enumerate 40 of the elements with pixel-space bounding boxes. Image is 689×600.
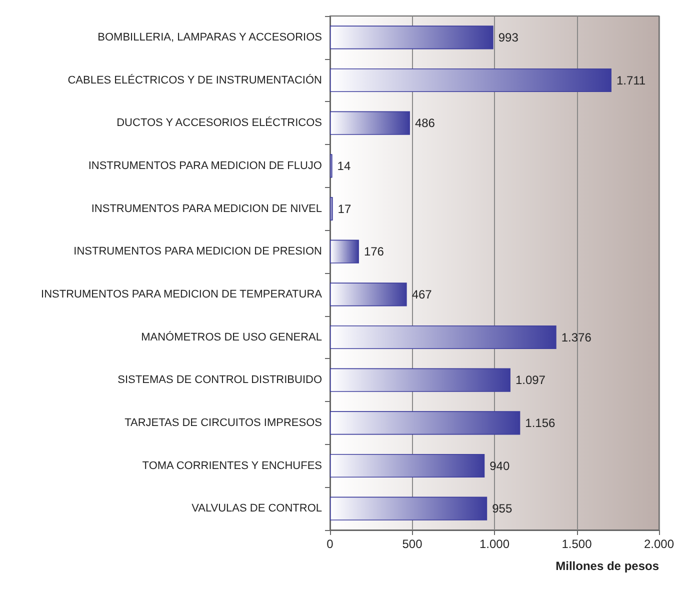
x-tick-label: 1.000 [479, 537, 510, 551]
data-label: 993 [498, 30, 519, 44]
bar [330, 111, 410, 135]
bar [330, 26, 494, 50]
data-label: 1.711 [616, 73, 646, 88]
bar [330, 325, 556, 350]
y-tick-label: INSTRUMENTOS PARA MEDICION DE PRESION [74, 246, 322, 258]
y-tick-label: INSTRUMENTOS PARA MEDICION DE TEMPERATURA [41, 288, 323, 300]
bar [330, 368, 510, 392]
data-label: 940 [490, 458, 510, 473]
data-label: 486 [414, 116, 436, 130]
x-tick-label: 0 [326, 537, 334, 551]
x-tick-label: 2.000 [644, 537, 674, 551]
data-label: 14 [337, 158, 351, 173]
y-tick-label: INSTRUMENTOS PARA MEDICION DE FLUJO [88, 160, 322, 172]
x-tick-label: 1.500 [562, 537, 592, 551]
y-tick-label: SISTEMAS DE CONTROL DISTRIBUIDO [118, 374, 322, 386]
bar [330, 454, 485, 478]
y-tick-label: TARJETAS DE CIRCUITOS IMPRESOS [124, 416, 322, 429]
x-axis-title: Millones de pesos [556, 559, 660, 573]
x-tick-label: 500 [402, 537, 423, 551]
data-label: 1.376 [561, 330, 592, 344]
bar [330, 282, 407, 306]
data-label: 467 [412, 287, 432, 302]
y-tick-label: BOMBILLERIA, LAMPARAS Y ACCESORIOS [98, 31, 322, 44]
y-tick-label: MANÓMETROS DE USO GENERAL [141, 330, 322, 344]
bar [330, 411, 520, 435]
bar [330, 240, 359, 264]
data-label: 176 [364, 244, 384, 259]
data-label: 955 [492, 502, 512, 516]
y-tick-label: TOMA CORRIENTES Y ENCHUFES [142, 460, 322, 472]
bar [330, 496, 488, 520]
data-label: 1.097 [515, 373, 546, 388]
bar [330, 68, 612, 92]
y-tick-label: VALVULAS DE CONTROL [192, 502, 322, 515]
data-label: 1.156 [525, 416, 556, 430]
y-tick-label: INSTRUMENTOS PARA MEDICION DE NIVEL [91, 202, 322, 215]
y-tick-label: DUCTOS Y ACCESORIOS ELÉCTRICOS [116, 116, 322, 130]
data-label: 17 [338, 202, 352, 216]
y-tick-label: CABLES ELÉCTRICOS Y DE INSTRUMENTACIÓN [68, 73, 322, 86]
